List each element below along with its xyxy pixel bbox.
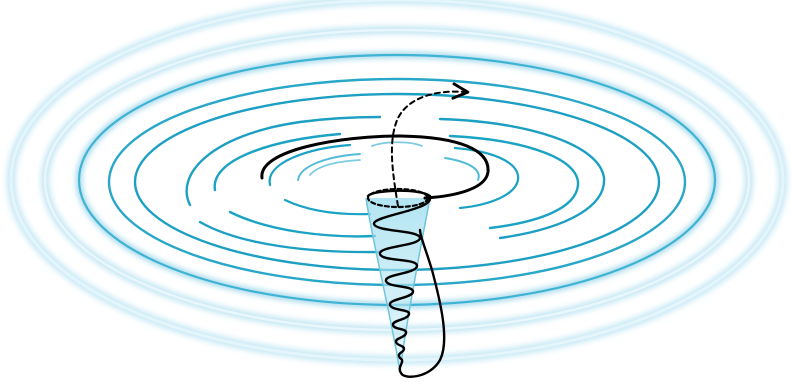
wave-ring-6-bottom [283, 198, 372, 216]
wave-ring-4-left [185, 115, 382, 207]
particle-path [260, 82, 490, 378]
descending-spiral [372, 196, 446, 378]
wave-ring-5-left [213, 132, 342, 192]
surface-orbit-arc [260, 134, 490, 200]
wave-ring-4-bottom [198, 220, 382, 254]
halo-ring-outer-core [9, 0, 785, 362]
wave-ring-7-right [444, 157, 480, 181]
wave-ring-7 [297, 153, 361, 181]
wave-ring-6 [268, 143, 352, 187]
wave-ring-4-right [438, 117, 606, 240]
wave-ring-top-cap [371, 141, 423, 147]
wave-ring-8 [309, 159, 361, 176]
wave-ring-6-right [453, 146, 520, 210]
exit-trajectory [390, 82, 470, 207]
funnel-edge-right [399, 197, 431, 373]
funnel-rim-back [366, 189, 432, 198]
wave-ring-5-right [448, 134, 580, 230]
wave-ring-5-bottom [228, 210, 377, 238]
funnel-edge-left [365, 197, 401, 373]
